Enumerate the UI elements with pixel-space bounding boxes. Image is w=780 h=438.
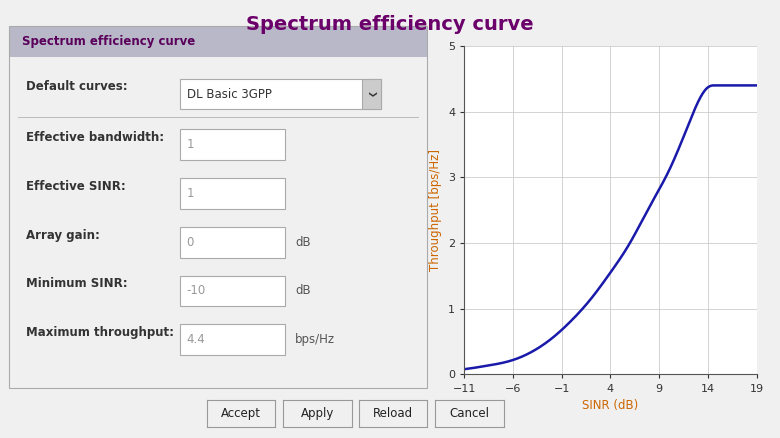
Text: bps/Hz: bps/Hz	[295, 333, 335, 346]
Text: dB: dB	[295, 284, 311, 297]
Text: Reload: Reload	[373, 407, 413, 420]
Text: 1: 1	[186, 187, 194, 200]
Text: dB: dB	[295, 236, 311, 249]
Bar	[180, 325, 285, 355]
Text: Accept: Accept	[221, 407, 261, 420]
Text: 0: 0	[186, 236, 194, 249]
Bar	[180, 276, 285, 306]
X-axis label: SINR (dB): SINR (dB)	[582, 399, 639, 412]
Text: Cancel: Cancel	[449, 407, 490, 420]
Text: Spectrum efficiency curve: Spectrum efficiency curve	[246, 15, 534, 34]
Bar	[362, 79, 381, 110]
Y-axis label: Throughput [bps/Hz]: Throughput [bps/Hz]	[430, 149, 442, 271]
Text: -10: -10	[186, 284, 206, 297]
Text: Minimum SINR:: Minimum SINR:	[26, 277, 128, 290]
Text: 4.4: 4.4	[186, 333, 205, 346]
Text: Apply: Apply	[301, 407, 334, 420]
Text: Effective bandwidth:: Effective bandwidth:	[26, 131, 164, 144]
Bar	[9, 26, 427, 57]
Text: ❯: ❯	[367, 91, 376, 98]
Text: Default curves:: Default curves:	[26, 81, 128, 93]
Bar	[180, 79, 381, 110]
Text: Maximum throughput:: Maximum throughput:	[26, 326, 174, 339]
Bar	[180, 227, 285, 258]
Bar	[180, 129, 285, 160]
Text: Spectrum efficiency curve: Spectrum efficiency curve	[22, 35, 195, 48]
Text: Array gain:: Array gain:	[26, 229, 100, 242]
Text: 1: 1	[186, 138, 194, 151]
Text: DL Basic 3GPP: DL Basic 3GPP	[186, 88, 271, 101]
Text: Effective SINR:: Effective SINR:	[26, 180, 126, 193]
Bar	[180, 178, 285, 209]
